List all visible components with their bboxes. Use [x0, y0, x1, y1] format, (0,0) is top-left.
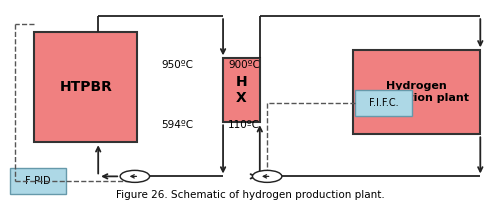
Bar	[34, 32, 138, 142]
Text: H
X: H X	[236, 75, 247, 105]
Circle shape	[252, 170, 282, 182]
Text: 594ºC: 594ºC	[162, 120, 194, 130]
Text: Hydrogen
production plant: Hydrogen production plant	[364, 81, 469, 103]
Text: 900ºC: 900ºC	[228, 60, 260, 70]
Text: F-PID: F-PID	[26, 176, 51, 186]
Circle shape	[120, 170, 150, 182]
Text: 950ºC: 950ºC	[162, 60, 194, 70]
Text: 110ºC: 110ºC	[228, 120, 260, 130]
Text: Figure 26. Schematic of hydrogen production plant.: Figure 26. Schematic of hydrogen product…	[116, 190, 384, 200]
Bar	[356, 90, 412, 116]
Bar	[353, 50, 480, 134]
Text: F.I.F.C.: F.I.F.C.	[368, 98, 398, 108]
Bar	[10, 168, 66, 194]
Text: HTPBR: HTPBR	[60, 80, 112, 94]
Bar	[223, 58, 260, 122]
